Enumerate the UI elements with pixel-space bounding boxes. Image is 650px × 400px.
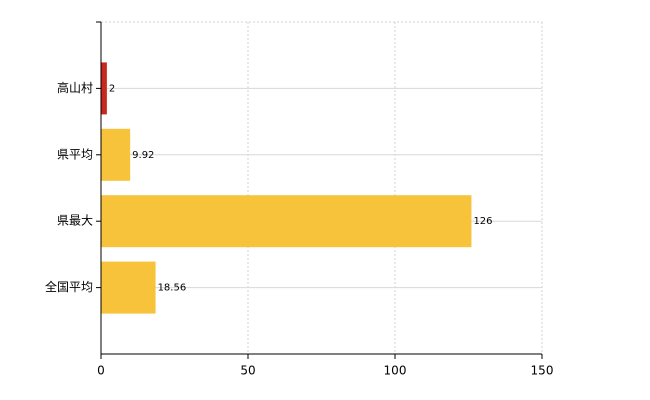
x-tick-label: 150 bbox=[531, 364, 554, 378]
y-tick-label: 全国平均 bbox=[45, 279, 93, 294]
data-label: 2 bbox=[109, 83, 115, 94]
y-tick-label: 県最大 bbox=[57, 214, 93, 228]
bar bbox=[101, 261, 156, 314]
y-tick-label: 県平均 bbox=[57, 147, 93, 161]
bar bbox=[101, 62, 107, 115]
data-label: 126 bbox=[473, 216, 492, 227]
x-tick-label: 50 bbox=[240, 364, 255, 378]
bar bbox=[101, 195, 472, 248]
data-label: 18.56 bbox=[158, 283, 187, 294]
data-label: 9.92 bbox=[132, 150, 154, 161]
y-tick-label: 高山村 bbox=[57, 80, 93, 95]
bar bbox=[101, 128, 131, 181]
x-tick-label: 0 bbox=[97, 364, 105, 378]
x-tick-label: 100 bbox=[384, 364, 407, 378]
